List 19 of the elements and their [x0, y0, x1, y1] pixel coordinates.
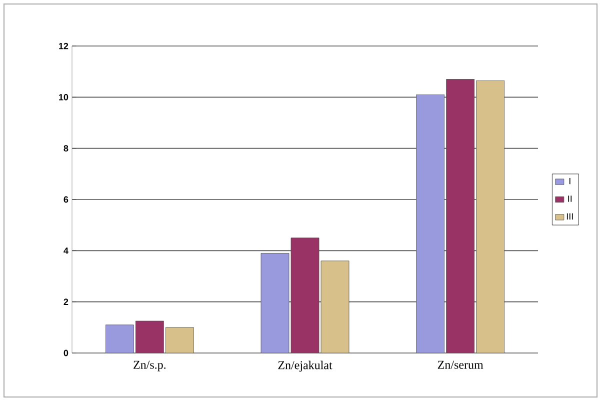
legend-label: I — [569, 178, 570, 184]
y-tick-label: 10 — [59, 94, 68, 100]
bar — [320, 260, 350, 353]
bar — [135, 320, 164, 353]
y-tick-label: 0 — [64, 350, 68, 356]
x-tick-label: Zn/serum — [438, 360, 484, 369]
bar — [290, 238, 320, 353]
legend-label: II — [568, 196, 572, 202]
y-tick-label: 6 — [64, 196, 68, 203]
x-tick-label: Zn/s.p. — [134, 360, 166, 372]
x-tick-label: Zn/ejakulat — [278, 360, 332, 372]
y-tick-label: 8 — [64, 145, 68, 152]
bar — [165, 327, 194, 353]
bar — [476, 80, 505, 353]
bar — [446, 79, 475, 353]
legend-label: III — [566, 213, 573, 220]
y-tick-label: 2 — [64, 298, 68, 305]
y-tick-label: 12 — [59, 42, 68, 50]
y-tick-label: 4 — [64, 248, 68, 254]
